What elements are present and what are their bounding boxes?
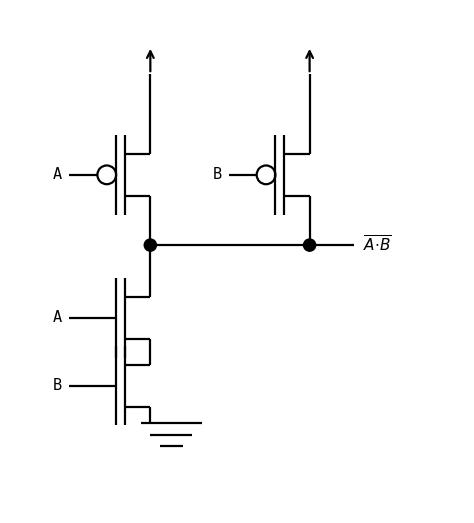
Text: A: A — [53, 167, 62, 183]
Circle shape — [144, 239, 156, 251]
Text: A: A — [53, 310, 62, 325]
Text: B: B — [53, 378, 62, 393]
Circle shape — [303, 239, 316, 251]
Text: $\overline{A{\cdot}B}$: $\overline{A{\cdot}B}$ — [364, 235, 392, 255]
Text: B: B — [212, 167, 221, 183]
